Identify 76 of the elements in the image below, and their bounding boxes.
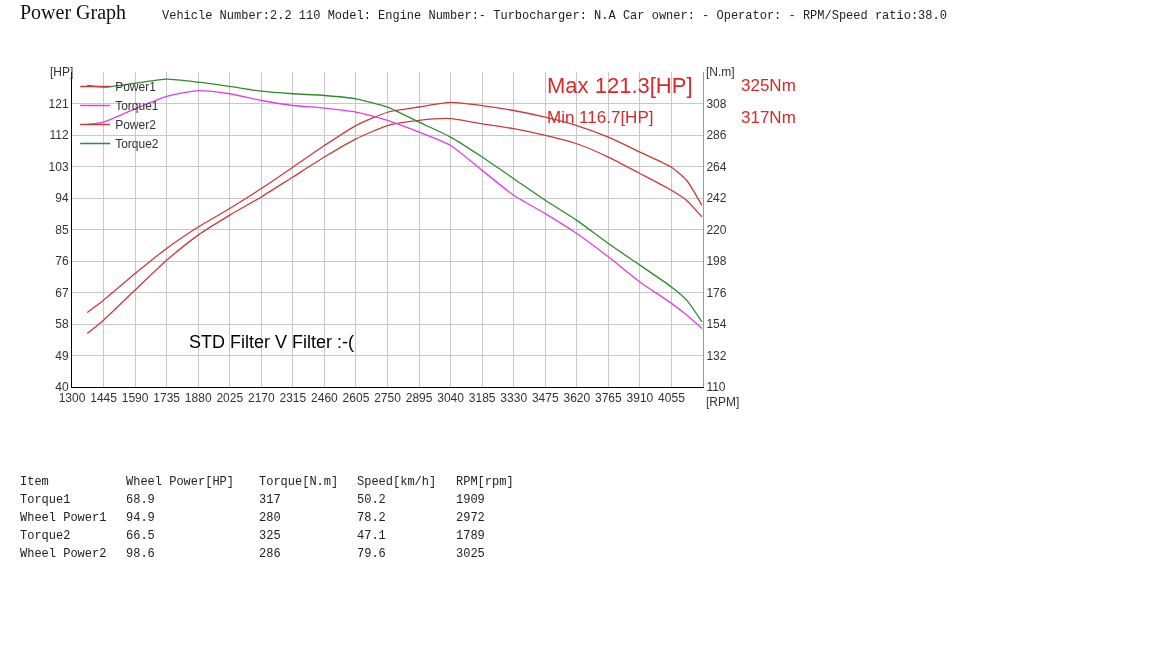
x-tick-label: 3040 — [437, 391, 465, 406]
x-tick-label: 2895 — [405, 391, 433, 406]
text: 2972 — [456, 511, 485, 525]
legend-label: Power1 — [115, 80, 157, 95]
y2-axis-title: [N.m] — [706, 65, 735, 79]
y2-tick-label: 220 — [706, 222, 727, 237]
y-tick-label: 103 — [48, 159, 69, 174]
text: Item — [20, 475, 49, 489]
legend-label: Torque2 — [115, 137, 159, 152]
x-tick-label: 3910 — [626, 391, 654, 406]
text: Torque2 — [20, 529, 71, 543]
text: 1909 — [456, 493, 485, 507]
y-tick-label: 58 — [55, 317, 69, 332]
x-tick-label: 1300 — [58, 391, 86, 406]
x-tick-label: 1735 — [153, 391, 181, 406]
y2-tick-label: 308 — [706, 96, 727, 111]
y-tick-label: 85 — [55, 222, 69, 237]
y2-tick-label: 286 — [706, 128, 727, 143]
text: 94.9 — [126, 511, 155, 525]
legend-label: Power2 — [115, 118, 157, 133]
x-tick-label: 3330 — [500, 391, 528, 406]
y2-tick-label: 176 — [706, 285, 727, 300]
y2-tick-label: 242 — [706, 191, 727, 206]
y-axis-title: [HP] — [50, 65, 74, 79]
y-tick-label: 94 — [55, 191, 69, 206]
x-axis-title: [RPM] — [706, 395, 740, 409]
annotation: STD Filter V Filter :-( — [189, 332, 354, 352]
y-tick-label: 112 — [49, 128, 69, 143]
x-tick-label: 2750 — [374, 391, 402, 406]
x-tick-label: 1590 — [121, 391, 149, 406]
text: 280 — [259, 511, 281, 525]
text: 317 — [259, 493, 281, 507]
y-tick-label: 121 — [48, 96, 69, 111]
text: RPM[rpm] — [456, 475, 514, 489]
x-tick-label: 2460 — [311, 391, 339, 406]
x-tick-label: 1880 — [184, 391, 212, 406]
y2-tick-label: 198 — [706, 254, 727, 269]
text: 3025 — [456, 547, 485, 561]
text: 47.1 — [357, 529, 386, 543]
x-tick-label: 3185 — [468, 391, 496, 406]
y-tick-label: 49 — [55, 348, 69, 363]
text: 317Nm — [741, 108, 796, 127]
y-tick-label: 76 — [55, 254, 69, 269]
x-tick-label: 3475 — [531, 391, 559, 406]
y2-tick-label: 264 — [706, 159, 727, 174]
text: Wheel Power2 — [20, 547, 107, 561]
text: 78.2 — [357, 511, 386, 525]
text: 50.2 — [357, 493, 386, 507]
y2-tick-label: 154 — [706, 317, 727, 332]
y2-tick-label: 110 — [706, 380, 726, 395]
text: 68.9 — [126, 493, 155, 507]
x-tick-label: 2025 — [216, 391, 244, 406]
text: 66.5 — [126, 529, 155, 543]
text: 1789 — [456, 529, 485, 543]
x-tick-label: 2315 — [279, 391, 307, 406]
text: Torque[N.m] — [259, 475, 339, 489]
x-tick-label: 3765 — [595, 391, 623, 406]
text: 286 — [259, 547, 281, 561]
text: 98.6 — [126, 547, 155, 561]
text: Speed[km/h] — [357, 475, 437, 489]
text: Wheel Power[HP] — [126, 475, 235, 489]
y-tick-label: 67 — [55, 285, 69, 300]
annotation: Max 121.3[HP] — [547, 73, 693, 98]
text: Torque1 — [20, 493, 71, 507]
chart-title: Power Graph — [20, 1, 127, 24]
x-tick-label: 1445 — [90, 391, 118, 406]
y2-tick-label: 132 — [706, 348, 727, 363]
text: 79.6 — [357, 547, 386, 561]
x-tick-label: 2170 — [247, 391, 275, 406]
text: 325Nm — [741, 76, 796, 95]
text: 325 — [259, 529, 281, 543]
x-tick-label: 2605 — [342, 391, 370, 406]
x-tick-label: 3620 — [563, 391, 591, 406]
chart-subtitle: Vehicle Number:2.2 110 Model: Engine Number:- Turbocharger: N.A Car owner: - Operator: - RPM/Speed ratio:38.0 — [162, 9, 947, 23]
text: Wheel Power1 — [20, 511, 107, 525]
x-tick-label: 4055 — [658, 391, 686, 406]
